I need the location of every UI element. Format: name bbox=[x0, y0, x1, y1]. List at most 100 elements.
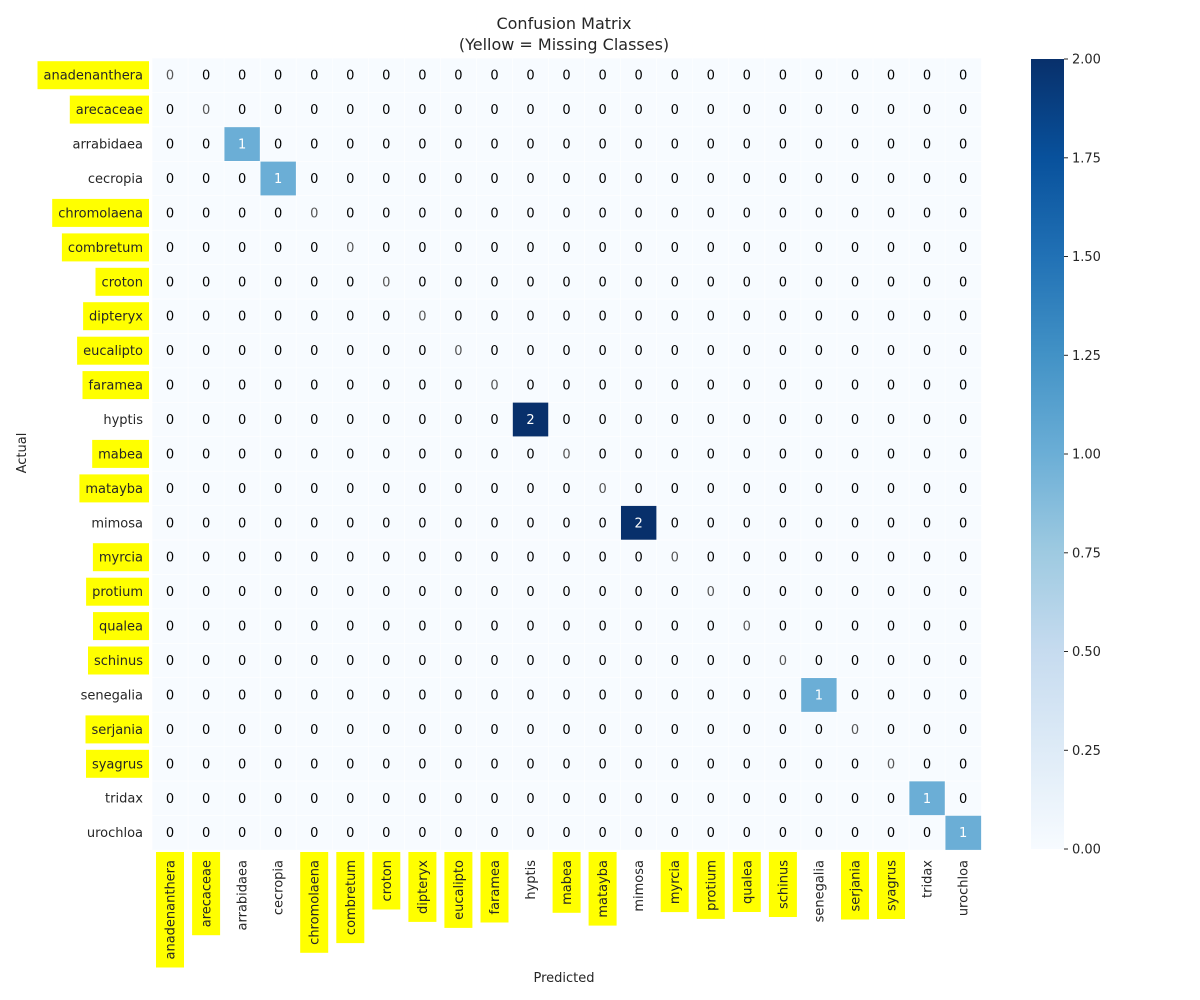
heatmap-cell bbox=[692, 677, 730, 713]
cell-value-label: 0 bbox=[490, 516, 498, 531]
heatmap-cell bbox=[367, 815, 405, 851]
heatmap-cell bbox=[872, 470, 910, 507]
cell-value-label: 0 bbox=[959, 482, 967, 497]
cell-value-label: 0 bbox=[671, 757, 679, 772]
cell-value-label: 0 bbox=[382, 757, 390, 772]
heatmap-cell bbox=[836, 815, 874, 851]
heatmap-cell bbox=[187, 677, 225, 713]
cell-value-label: 0 bbox=[743, 138, 751, 153]
cell-value-label: 0 bbox=[274, 792, 282, 807]
column-label: anadenanthera bbox=[164, 860, 179, 960]
heatmap-cell bbox=[908, 126, 946, 162]
cell-value-label: 0 bbox=[346, 757, 354, 772]
heatmap-cell bbox=[584, 436, 622, 472]
heatmap-cell bbox=[800, 264, 838, 300]
cell-value-label: 0 bbox=[562, 826, 570, 841]
heatmap-cell bbox=[944, 608, 982, 644]
cell-value-label: 0 bbox=[815, 413, 823, 428]
cell-value-label: 0 bbox=[238, 275, 246, 290]
cell-value-label: 0 bbox=[418, 413, 426, 428]
cell-value-label: 0 bbox=[815, 138, 823, 153]
cell-value-label: 0 bbox=[418, 69, 426, 84]
cell-value-label: 0 bbox=[562, 688, 570, 703]
heatmap-cell bbox=[259, 436, 297, 472]
cell-value-label: 0 bbox=[635, 241, 643, 256]
heatmap-cell bbox=[872, 677, 910, 713]
heatmap-cell bbox=[584, 746, 622, 782]
cell-value-label: 0 bbox=[274, 310, 282, 325]
heatmap-cell bbox=[800, 505, 838, 541]
heatmap-cell bbox=[692, 436, 730, 472]
cell-value-label: 0 bbox=[635, 723, 643, 738]
heatmap-cell bbox=[151, 367, 189, 403]
cell-value-label: 0 bbox=[166, 69, 174, 84]
cell-value-label: 0 bbox=[743, 688, 751, 703]
cell-value-label: 0 bbox=[382, 620, 390, 635]
heatmap-cell bbox=[692, 780, 730, 817]
cell-value-label: 0 bbox=[671, 826, 679, 841]
cell-value-label: 0 bbox=[743, 241, 751, 256]
heatmap-cell bbox=[908, 711, 946, 748]
cell-value-label: 0 bbox=[635, 206, 643, 221]
cell-value-label: 0 bbox=[851, 344, 859, 359]
cell-value-label: 0 bbox=[959, 620, 967, 635]
row-label: senegalia bbox=[81, 689, 143, 704]
heatmap-cell bbox=[656, 780, 694, 817]
cell-value-label: 0 bbox=[202, 447, 210, 462]
cell-value-label: 0 bbox=[166, 757, 174, 772]
cell-value-label: 0 bbox=[454, 447, 462, 462]
heatmap-cell bbox=[872, 505, 910, 541]
cell-value-label: 0 bbox=[887, 413, 895, 428]
cell-value-label: 0 bbox=[743, 723, 751, 738]
cell-value-label: 0 bbox=[310, 447, 318, 462]
heatmap-cell bbox=[331, 436, 369, 472]
cell-value-label: 0 bbox=[526, 241, 534, 256]
heatmap-cell bbox=[476, 470, 514, 507]
heatmap-cell bbox=[151, 160, 189, 197]
heatmap-cell bbox=[440, 126, 478, 162]
heatmap-cell bbox=[476, 815, 514, 851]
cell-value-label: 0 bbox=[707, 482, 715, 497]
cell-value-label: 0 bbox=[346, 69, 354, 84]
heatmap-cell bbox=[692, 92, 730, 128]
heatmap-cell bbox=[908, 677, 946, 713]
cell-value-label: 0 bbox=[707, 757, 715, 772]
cell-value-label: 0 bbox=[310, 826, 318, 841]
cell-value-label: 0 bbox=[382, 69, 390, 84]
heatmap-cell bbox=[728, 229, 766, 266]
heatmap-cell bbox=[944, 401, 982, 438]
heatmap-cell bbox=[367, 505, 405, 541]
heatmap-cell bbox=[764, 815, 802, 851]
heatmap-cell bbox=[620, 608, 658, 644]
heatmap-cell bbox=[259, 367, 297, 403]
heatmap-cell bbox=[548, 367, 586, 403]
cell-value-label: 0 bbox=[671, 310, 679, 325]
row-label: schinus bbox=[94, 654, 143, 669]
cell-value-label: 0 bbox=[202, 757, 210, 772]
cell-value-label: 0 bbox=[635, 379, 643, 394]
cell-value-label: 0 bbox=[635, 447, 643, 462]
column-label: dipteryx bbox=[416, 860, 431, 914]
cell-value-label: 0 bbox=[598, 344, 606, 359]
heatmap-cell bbox=[908, 367, 946, 403]
heatmap-cell bbox=[836, 401, 874, 438]
cell-value-label: 0 bbox=[779, 310, 787, 325]
cell-value-label: 0 bbox=[202, 310, 210, 325]
cell-value-label: 0 bbox=[851, 310, 859, 325]
cell-value-label: 0 bbox=[779, 792, 787, 807]
heatmap-cell bbox=[295, 436, 333, 472]
cell-value-label: 0 bbox=[274, 138, 282, 153]
heatmap-cell bbox=[476, 401, 514, 438]
heatmap-cell bbox=[404, 229, 442, 266]
cell-value-label: 0 bbox=[454, 241, 462, 256]
cell-value-label: 0 bbox=[923, 172, 931, 187]
cell-value-label: 0 bbox=[418, 585, 426, 600]
cell-value-label: 0 bbox=[815, 241, 823, 256]
cell-value-label: 0 bbox=[635, 310, 643, 325]
cell-value-label: 0 bbox=[851, 792, 859, 807]
heatmap-cell bbox=[836, 470, 874, 507]
heatmap-cell bbox=[944, 815, 982, 851]
heatmap-cell bbox=[584, 92, 622, 128]
heatmap-cell bbox=[223, 711, 261, 748]
heatmap-cell bbox=[367, 229, 405, 266]
